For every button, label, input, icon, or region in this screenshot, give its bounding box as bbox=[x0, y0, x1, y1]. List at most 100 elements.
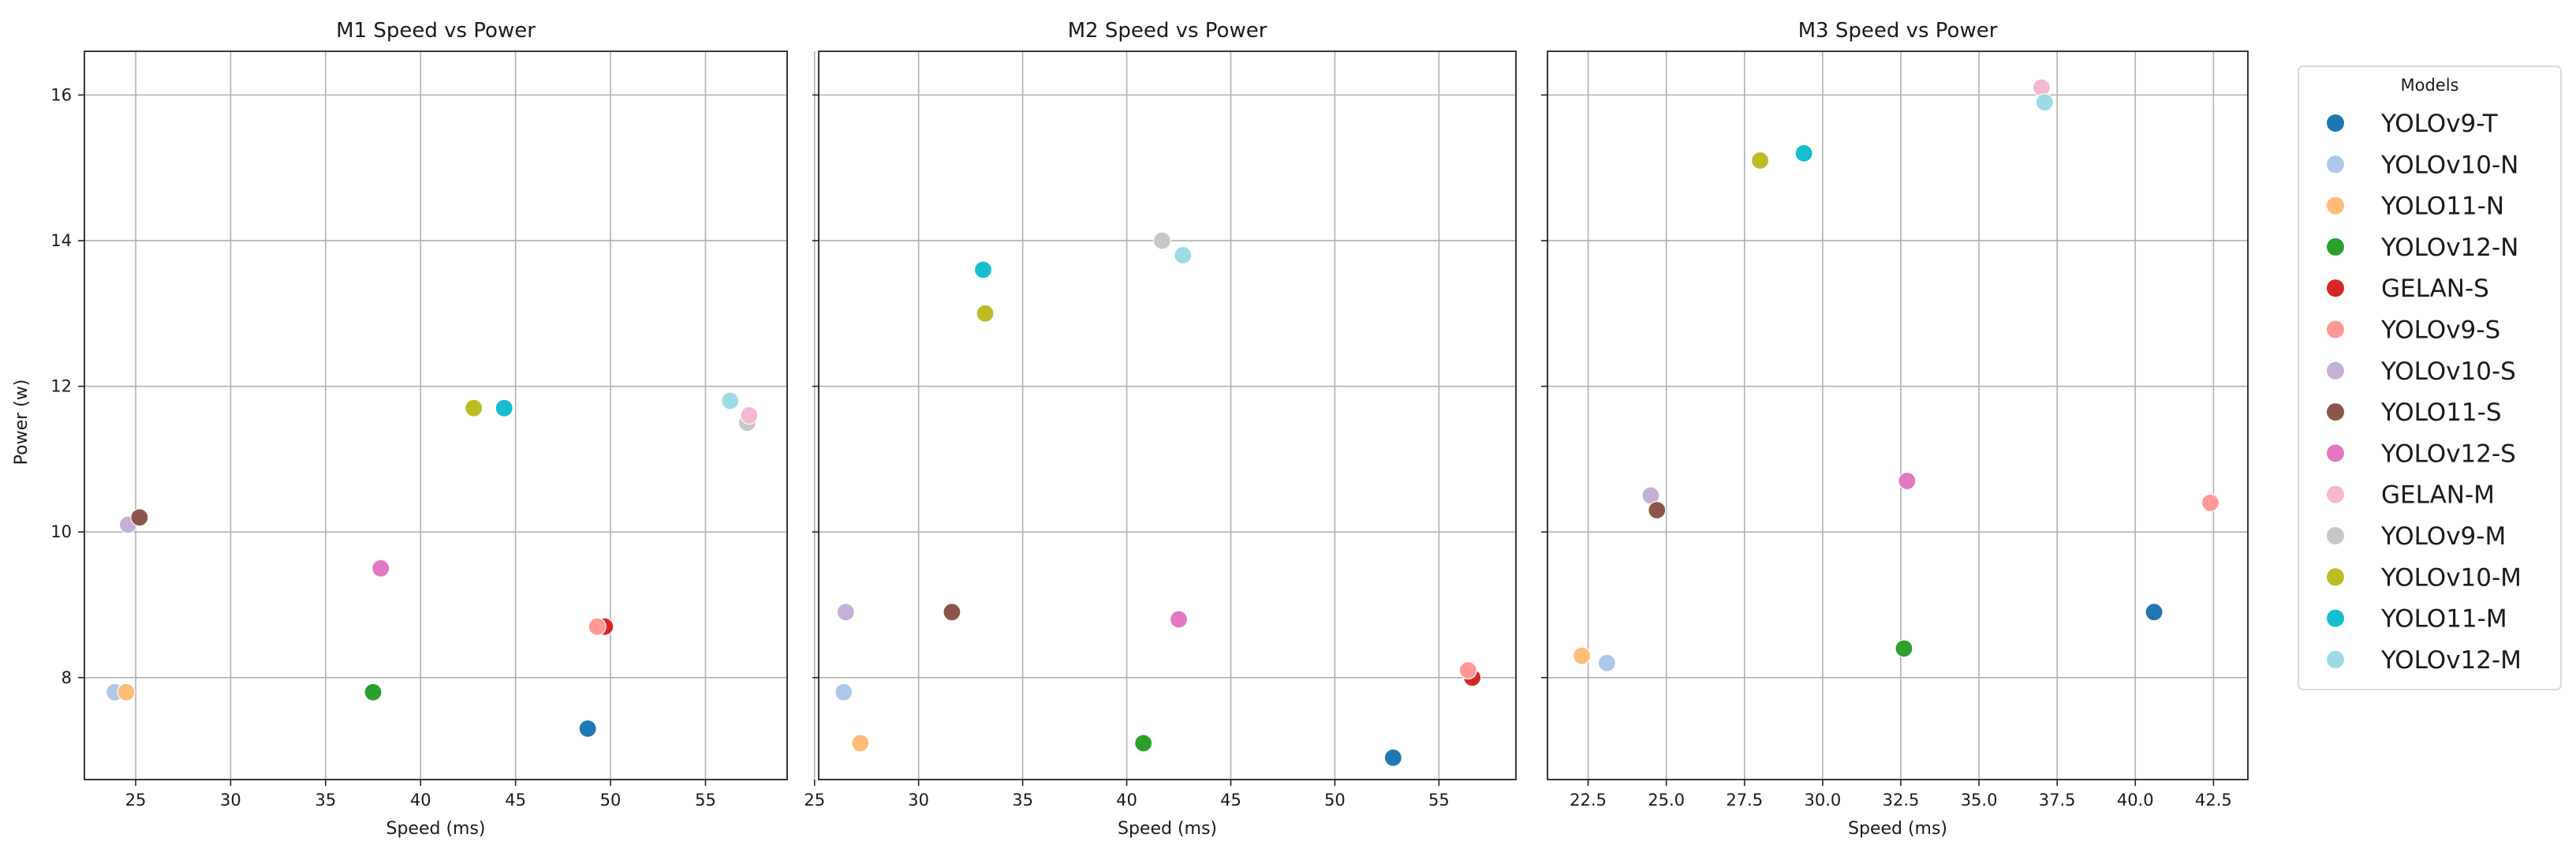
x-axis-label: Speed (ms) bbox=[386, 819, 485, 839]
point-yolo11-m bbox=[495, 398, 513, 417]
x-tick-label: 25 bbox=[125, 791, 147, 810]
x-tick-label: 30 bbox=[908, 791, 929, 810]
point-yolov12-n bbox=[1134, 734, 1153, 753]
x-tick-label: 35 bbox=[315, 791, 336, 810]
legend-marker bbox=[2327, 444, 2344, 462]
panel-title: M1 Speed vs Power bbox=[336, 19, 536, 43]
legend-marker bbox=[2327, 527, 2344, 544]
point-yolov10-n bbox=[834, 683, 853, 701]
legend-entry: YOLO11-N bbox=[2327, 193, 2504, 221]
x-tick-label: 40 bbox=[1116, 791, 1137, 810]
legend-marker bbox=[2327, 361, 2344, 380]
legend-marker bbox=[2327, 320, 2344, 338]
chart-panels: 25 30 35 40 45 50 55 8 10 12 14 16 M1 Speed vs Power… bbox=[50, 19, 2249, 839]
point-yolov12-n bbox=[364, 683, 383, 701]
y-axis-label: Power (w) bbox=[12, 380, 32, 466]
panel-3: 22.5 25.0 27.5 30.0 32.5 35.0 37.5 40.0 42.5 M3 S… bbox=[1541, 19, 2249, 839]
point-yolov12-s bbox=[1898, 471, 1917, 491]
x-tick-label: 32.5 bbox=[1883, 791, 1920, 810]
axes-frame bbox=[1547, 50, 2249, 780]
point-yolov9-m bbox=[1152, 231, 1172, 250]
legend-marker bbox=[2327, 403, 2344, 421]
legend-title: Models bbox=[2401, 76, 2459, 95]
point-yolov10-m bbox=[976, 304, 995, 323]
legend: Models YOLOv9-T YOLOv10-N YOLO11-N YOLOv12-N… bbox=[2298, 65, 2562, 690]
x-tick-label: 50 bbox=[1324, 791, 1346, 810]
legend-marker bbox=[2327, 485, 2344, 503]
point-yolov12-m bbox=[2035, 93, 2054, 112]
legend-marker bbox=[2327, 609, 2344, 627]
x-tick-label: 35 bbox=[1012, 791, 1033, 810]
grid bbox=[813, 51, 1516, 780]
point-yolov10-n bbox=[1597, 653, 1616, 672]
legend-marker bbox=[2327, 155, 2344, 174]
point-yolov9-t bbox=[578, 719, 597, 738]
point-yolo11-s bbox=[943, 603, 961, 622]
point-gelan-m bbox=[740, 406, 759, 425]
legend-label: YOLOv10-S bbox=[2380, 357, 2516, 386]
point-yolov9-t bbox=[2145, 603, 2163, 622]
point-yolov12-s bbox=[371, 559, 390, 578]
panel-title: M2 Speed vs Power bbox=[1068, 19, 1267, 43]
point-yolo11-s bbox=[130, 508, 149, 527]
legend-label: YOLOv9-M bbox=[2380, 522, 2506, 551]
legend-entry: YOLO11-S bbox=[2327, 398, 2502, 427]
point-yolov9-s bbox=[2201, 493, 2220, 512]
legend-label: YOLOv12-M bbox=[2380, 646, 2522, 675]
legend-label: YOLOv10-M bbox=[2380, 563, 2522, 592]
legend-marker bbox=[2327, 279, 2344, 297]
legend-marker bbox=[2327, 568, 2344, 586]
legend-marker bbox=[2327, 114, 2344, 132]
point-yolo11-n bbox=[851, 734, 870, 753]
legend-label: YOLOv12-N bbox=[2380, 234, 2518, 262]
legend-entry: YOLO11-M bbox=[2327, 605, 2507, 634]
panel-2: 25 30 35 40 45 50 55 M2 Speed vs Power Speed (ms… bbox=[804, 19, 1517, 839]
point-yolov9-s bbox=[588, 617, 607, 636]
legend-label: YOLOv9-T bbox=[2380, 110, 2499, 138]
point-yolov12-m bbox=[1174, 245, 1193, 265]
point-yolo11-n bbox=[117, 683, 136, 701]
point-yolo11-n bbox=[1573, 646, 1592, 665]
x-tick-label: 55 bbox=[1428, 791, 1450, 810]
legend-entry: YOLOv10-M bbox=[2327, 563, 2522, 592]
x-axis-label: Speed (ms) bbox=[1118, 819, 1217, 839]
legend-label: YOLO11-N bbox=[2380, 193, 2504, 221]
x-tick-label: 37.5 bbox=[2039, 791, 2076, 810]
point-yolo11-s bbox=[1648, 500, 1667, 520]
point-yolov12-m bbox=[721, 391, 740, 410]
legend-entry: YOLOv9-S bbox=[2327, 316, 2500, 345]
y-tick-label: 10 bbox=[50, 522, 72, 541]
legend-label: GELAN-S bbox=[2381, 275, 2489, 303]
y-tick-label: 16 bbox=[50, 85, 72, 104]
legend-marker bbox=[2327, 237, 2344, 256]
legend-marker bbox=[2327, 650, 2344, 668]
x-tick-label: 50 bbox=[600, 791, 622, 810]
panel-title: M3 Speed vs Power bbox=[1798, 19, 1998, 43]
point-yolov9-t bbox=[1383, 748, 1402, 767]
y-tick-label: 8 bbox=[62, 668, 72, 687]
legend-label: YOLOv10-N bbox=[2380, 151, 2518, 179]
x-tick-label: 30.0 bbox=[1804, 791, 1841, 810]
legend-entry: YOLOv9-T bbox=[2327, 110, 2499, 138]
panel-1: 25 30 35 40 45 50 55 8 10 12 14 16 M1 Speed vs Power… bbox=[50, 19, 788, 839]
legend-entry: YOLOv12-S bbox=[2327, 439, 2516, 468]
legend-entry: GELAN-S bbox=[2327, 275, 2489, 303]
point-yolo11-m bbox=[973, 260, 993, 279]
x-tick-label: 42.5 bbox=[2195, 791, 2232, 810]
x-tick-label: 45 bbox=[505, 791, 526, 810]
x-tick-label: 25 bbox=[804, 791, 825, 810]
axes-frame bbox=[84, 50, 788, 780]
x-tick-label: 22.5 bbox=[1570, 791, 1607, 810]
x-tick-label: 35.0 bbox=[1961, 791, 1998, 810]
axes-frame bbox=[818, 50, 1517, 780]
legend-entry: YOLOv12-N bbox=[2327, 234, 2518, 262]
y-tick-label: 14 bbox=[50, 231, 72, 250]
point-yolov10-s bbox=[836, 603, 855, 622]
point-yolov9-s bbox=[1458, 660, 1477, 680]
x-tick-label: 45 bbox=[1220, 791, 1241, 810]
scatter-points bbox=[834, 231, 1482, 767]
x-tick-label: 40 bbox=[410, 791, 431, 810]
legend-frame bbox=[2298, 65, 2562, 690]
legend-entry: YOLOv10-N bbox=[2327, 151, 2518, 179]
legend-entry: YOLOv12-M bbox=[2327, 646, 2522, 675]
